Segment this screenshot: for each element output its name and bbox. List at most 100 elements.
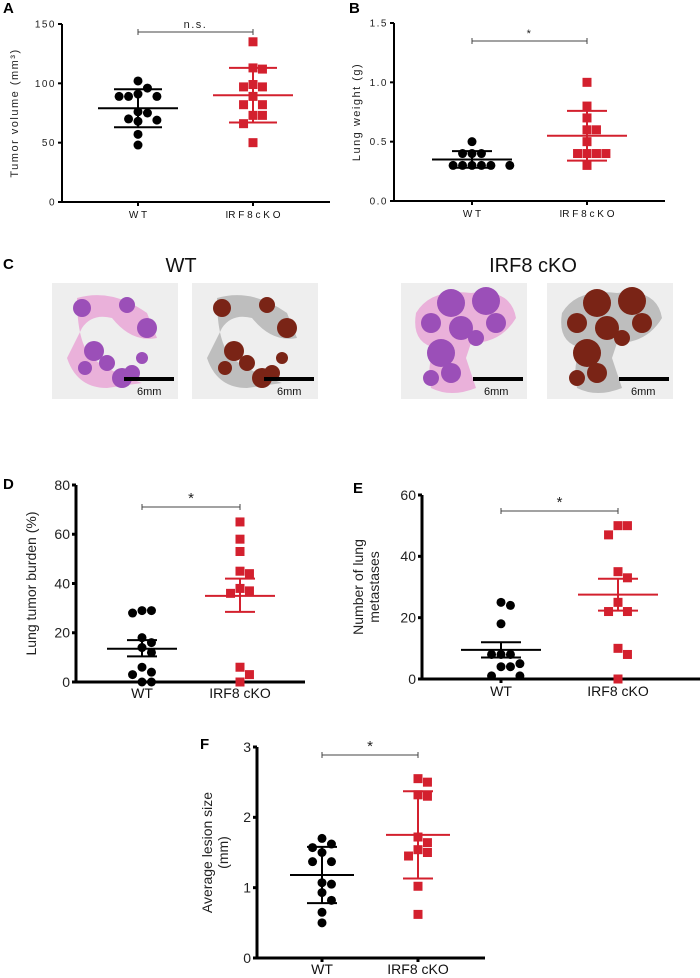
data-point [515,671,525,681]
tumor-lesion [449,316,473,340]
x-tick-label: WT [490,683,512,699]
panel-label-a: A [3,0,14,17]
y-axis-label: Number of lung [350,539,366,635]
tumor-lesion [276,352,288,364]
data-point [582,101,592,111]
data-point [152,115,162,125]
data-point [622,649,632,659]
x-tick-label: IR F 8 c K O [225,210,280,221]
data-point [244,569,254,579]
data-point [487,671,497,681]
y-tick-label: 40 [54,575,70,591]
panel-label-d: D [3,476,14,493]
data-point [239,119,249,129]
x-tick-label: W T [463,209,481,220]
tumor-lesion [136,352,148,364]
y-tick-label: 20 [400,610,416,626]
data-point [235,546,245,556]
panel-label-f: F [200,736,210,753]
y-tick-label: 0.0 [370,197,388,208]
data-point [133,76,143,86]
panel-label-b: B [349,0,360,17]
data-point [613,674,623,684]
data-point [146,677,156,687]
data-point [467,137,477,147]
scale-bar-label: 6mm [631,386,656,398]
tumor-lesion [73,299,91,317]
chart-f: 0 1 2 3 WT IRF8 cKO Average lesion size (mm) * [199,738,485,977]
tumor-lesion [441,363,461,383]
series-wt [461,597,541,681]
x-tick-label: W T [129,210,147,221]
chart-a: 0 50 100 150 W T IR F 8 c K O Tumor volume (mm… [9,19,330,221]
x-tick-label: IRF8 cKO [209,685,271,701]
significance-label: * [188,490,194,507]
data-point [235,534,245,544]
data-point [591,125,601,135]
data-point [413,774,423,784]
data-point [137,677,147,687]
tumor-lesion [224,341,244,361]
y-tick-label: 80 [54,477,70,493]
y-tick-label: 1 [243,880,251,896]
data-point [137,606,147,616]
series-irf8-ko [386,774,450,919]
series-wt [98,76,178,150]
tumor-lesion [618,287,646,315]
data-point [146,667,156,677]
tumor-lesion [573,339,601,367]
tumor-lesion [614,330,630,346]
scale-bar-label: 6mm [277,386,302,398]
y-tick-label: 100 [35,79,56,90]
histology-image-wt-mask [192,283,318,399]
data-point [604,530,614,540]
tumor-lesion [632,313,652,333]
data-point [146,647,156,657]
x-tick-label: IRF8 cKO [587,683,649,699]
data-point [244,586,254,596]
data-point [308,857,318,867]
data-point [413,909,423,919]
data-point [239,82,249,92]
chart-d: 0 20 40 60 80 WT IRF8 cKO Lung tumor burden (%)… [23,477,305,701]
tumor-lesion [112,368,132,388]
data-point [248,37,258,47]
x-tick-label: WT [131,685,153,701]
series-irf8-ko [578,521,658,684]
data-point [124,114,134,124]
scale-bar [473,377,523,381]
significance-label: * [527,28,533,40]
data-point [235,566,245,576]
data-point [326,879,336,889]
y-tick-label: 60 [400,487,416,503]
tumor-lesion [427,339,455,367]
data-point [613,521,623,531]
data-point [317,907,327,917]
data-point [114,91,124,101]
x-tick-label: IRF8 cKO [387,961,449,977]
tumor-lesion [213,299,231,317]
data-point [496,619,506,629]
tumor-lesion [218,361,232,375]
data-point [422,791,432,801]
y-axis-label: Tumor volume (mm³) [9,48,21,177]
data-point [582,160,592,170]
data-point [582,77,592,87]
x-tick-label: IR F 8 c K O [559,209,614,220]
y-tick-label: 1.5 [370,19,388,30]
y-axis-label: Lung tumor burden (%) [23,512,39,656]
scale-bar-label: 6mm [484,386,509,398]
tumor-lesion [437,289,465,317]
tumor-lesion [486,313,506,333]
tumor-lesion [239,355,255,371]
data-point [128,670,138,680]
x-tick-label: WT [311,961,333,977]
y-tick-label: 0.5 [370,137,388,148]
chart-b: 0.0 0.5 1.0 1.5 W T IR F 8 c K O Lung weight (… [351,19,665,220]
series-irf8-ko [213,37,293,148]
data-point [146,606,156,616]
tumor-lesion [595,316,619,340]
histology-image-ko-he [401,283,527,399]
data-point [613,643,623,653]
